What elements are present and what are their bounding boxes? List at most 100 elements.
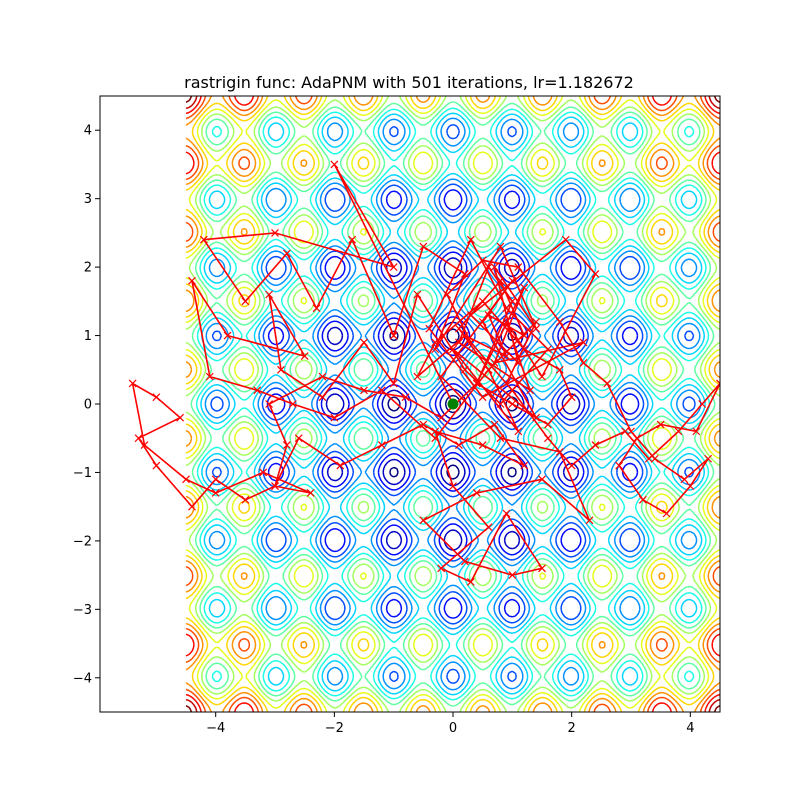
data-point [466,578,475,586]
data-point [698,400,707,408]
data-point [259,468,268,477]
data-point [413,372,422,381]
start-point [447,398,459,410]
data-point [182,475,190,484]
contour-level [210,123,696,685]
data-point [484,365,493,374]
data-point [508,297,517,306]
data-point [514,427,523,436]
data-point [265,290,274,299]
y-tick-label: −1 [73,466,92,481]
data-point [300,352,309,361]
data-point [431,427,440,436]
data-point [211,475,220,484]
data-point [336,461,345,470]
data-point [472,379,481,388]
data-point [638,495,647,504]
data-point [644,454,653,463]
y-tick-label: −3 [73,603,92,618]
data-point [455,338,463,347]
data-point [555,317,564,326]
data-point [271,482,279,491]
y-axis: −4 −3 −2 −1 0 1 2 3 4 [73,124,100,686]
data-point [538,372,546,381]
data-point [241,495,250,504]
data-point [567,393,576,402]
data-point [692,427,701,436]
y-tick-label: 2 [84,261,92,276]
data-point [437,564,446,573]
data-point [253,386,262,395]
data-point [520,331,529,340]
data-point [431,345,440,354]
data-point [389,379,398,388]
contour-level [185,96,720,712]
data-point [306,489,315,497]
data-point [579,359,588,367]
data-point [134,434,143,443]
contour-level [185,96,720,712]
data-point [472,489,481,497]
y-tick-label: −4 [73,671,92,686]
data-point [460,365,469,374]
data-point [437,372,446,381]
contour-level [204,117,702,691]
data-point [401,393,410,402]
data-point [360,386,368,395]
data-point [460,270,469,278]
data-point [490,420,499,429]
contour-level [185,96,720,712]
data-point [478,317,487,326]
contour-level [185,96,720,712]
data-point [330,413,339,422]
contour-level [185,96,720,712]
x-tick-label: 0 [449,721,457,736]
data-point [277,365,285,374]
contour-level [185,96,720,712]
contour-level [195,107,711,701]
data-point [377,441,386,449]
data-point [484,523,493,532]
data-point [241,297,250,306]
data-point [621,427,629,436]
data-point [312,304,321,313]
data-point [460,557,469,566]
data-point [520,283,529,292]
data-point [579,338,588,347]
data-point [188,276,196,285]
data-point [544,420,552,429]
data-point [265,400,274,408]
data-point [633,434,641,443]
data-point [466,235,475,244]
contour-level [185,96,720,712]
data-point [508,571,517,580]
data-point [348,235,357,244]
data-point [176,413,185,422]
data-point [544,434,552,443]
data-point [437,413,446,422]
data-point [288,400,297,408]
data-point [318,393,327,402]
data-point [271,228,279,237]
data-point [532,324,541,333]
data-point [449,345,457,354]
data-point [502,509,511,518]
data-point [532,317,541,326]
data-point [199,235,208,244]
data-point [140,441,149,449]
data-point [496,276,505,285]
data-point [591,441,600,449]
data-point [455,324,463,333]
data-point [555,365,564,374]
y-tick-label: 4 [84,124,92,139]
data-point [431,338,440,347]
data-point [466,311,475,319]
data-point [128,379,137,388]
data-point [662,509,671,518]
data-point [526,386,535,395]
data-point [294,434,303,443]
data-point [508,386,517,395]
data-point [478,256,487,265]
data-point [377,386,386,395]
data-point [538,564,546,573]
